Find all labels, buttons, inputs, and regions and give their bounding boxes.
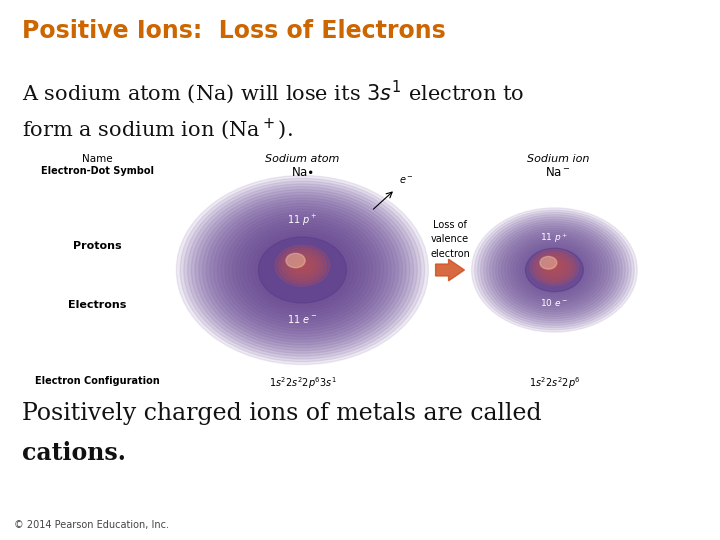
Circle shape	[275, 245, 330, 286]
Circle shape	[505, 233, 604, 307]
Text: $1s^22s^22p^6$: $1s^22s^22p^6$	[528, 375, 580, 391]
Text: Loss of: Loss of	[433, 219, 467, 230]
Text: Electrons: Electrons	[68, 300, 127, 310]
Text: form a sodium ion (Na$^+$).: form a sodium ion (Na$^+$).	[22, 116, 292, 142]
Circle shape	[552, 265, 557, 269]
Text: valence: valence	[431, 234, 469, 244]
Circle shape	[279, 248, 326, 284]
Circle shape	[545, 260, 564, 274]
Text: Electron-Dot Symbol: Electron-Dot Symbol	[41, 166, 153, 176]
Circle shape	[542, 258, 567, 276]
Circle shape	[519, 244, 590, 296]
Circle shape	[498, 228, 611, 312]
Circle shape	[299, 263, 306, 268]
Text: Electron Configuration: Electron Configuration	[35, 376, 160, 386]
Circle shape	[474, 210, 634, 330]
Circle shape	[495, 226, 613, 314]
Circle shape	[292, 258, 312, 273]
Circle shape	[531, 249, 578, 285]
Circle shape	[296, 261, 310, 271]
FancyArrow shape	[436, 259, 464, 281]
Text: Positive Ions:  Loss of Electrons: Positive Ions: Loss of Electrons	[22, 19, 446, 43]
Text: cations.: cations.	[22, 441, 125, 465]
Text: 11 $p^+$: 11 $p^+$	[287, 213, 318, 228]
Circle shape	[286, 253, 305, 268]
Circle shape	[188, 184, 417, 356]
Text: Na$^-$: Na$^-$	[545, 166, 571, 179]
Circle shape	[184, 181, 421, 359]
Circle shape	[534, 252, 575, 283]
Circle shape	[526, 248, 583, 292]
Circle shape	[282, 251, 323, 281]
Text: 11 $e^-$: 11 $e^-$	[287, 313, 318, 325]
Circle shape	[516, 241, 593, 299]
Text: Na$\bullet$: Na$\bullet$	[291, 166, 314, 179]
Text: Sodium ion: Sodium ion	[527, 154, 589, 164]
Circle shape	[192, 187, 413, 353]
Circle shape	[285, 253, 320, 279]
Circle shape	[487, 219, 622, 321]
Circle shape	[523, 246, 586, 294]
Circle shape	[255, 234, 350, 306]
Text: Name: Name	[82, 154, 112, 164]
Circle shape	[258, 237, 346, 303]
Circle shape	[480, 214, 629, 326]
Text: 10 $e^-$: 10 $e^-$	[540, 297, 569, 308]
Circle shape	[251, 231, 354, 309]
Circle shape	[243, 226, 361, 314]
Circle shape	[472, 208, 637, 332]
Text: 11 $p^+$: 11 $p^+$	[540, 231, 569, 245]
Circle shape	[513, 239, 595, 301]
Circle shape	[508, 235, 601, 305]
Text: Protons: Protons	[73, 241, 122, 251]
Circle shape	[199, 192, 406, 348]
Text: © 2014 Pearson Education, Inc.: © 2014 Pearson Education, Inc.	[14, 520, 169, 530]
Circle shape	[549, 263, 560, 272]
Circle shape	[236, 220, 369, 320]
Circle shape	[225, 212, 380, 328]
Text: Positively charged ions of metals are called: Positively charged ions of metals are ca…	[22, 402, 541, 426]
Circle shape	[490, 221, 619, 319]
Circle shape	[477, 212, 631, 328]
Circle shape	[510, 237, 598, 303]
Text: electron: electron	[430, 248, 470, 259]
Circle shape	[180, 178, 425, 362]
Circle shape	[217, 206, 387, 334]
Text: $e^-$: $e^-$	[399, 174, 413, 186]
Circle shape	[202, 195, 402, 345]
Circle shape	[210, 201, 395, 339]
Circle shape	[228, 214, 377, 326]
Text: A sodium atom (Na) will lose its $3s^1$ electron to: A sodium atom (Na) will lose its $3s^1$ …	[22, 78, 523, 106]
Circle shape	[536, 254, 572, 281]
Circle shape	[289, 255, 316, 276]
Text: Sodium atom: Sodium atom	[265, 154, 340, 164]
Text: $1s^22s^22p^63s^1$: $1s^22s^22p^63s^1$	[269, 375, 336, 391]
Circle shape	[247, 228, 358, 312]
Circle shape	[233, 218, 372, 322]
Circle shape	[176, 176, 428, 364]
Circle shape	[206, 198, 399, 342]
Circle shape	[540, 256, 557, 269]
Circle shape	[492, 224, 616, 316]
Circle shape	[195, 190, 410, 350]
Circle shape	[502, 231, 607, 309]
Circle shape	[539, 256, 570, 279]
Circle shape	[221, 209, 384, 331]
Circle shape	[484, 217, 625, 323]
Circle shape	[214, 204, 391, 336]
Circle shape	[240, 223, 365, 317]
